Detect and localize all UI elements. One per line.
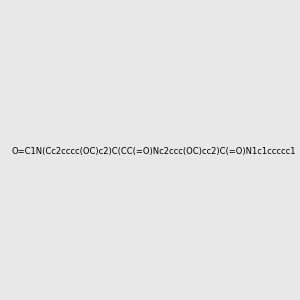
Text: O=C1N(Cc2cccc(OC)c2)C(CC(=O)Nc2ccc(OC)cc2)C(=O)N1c1ccccc1: O=C1N(Cc2cccc(OC)c2)C(CC(=O)Nc2ccc(OC)cc…	[11, 147, 296, 156]
